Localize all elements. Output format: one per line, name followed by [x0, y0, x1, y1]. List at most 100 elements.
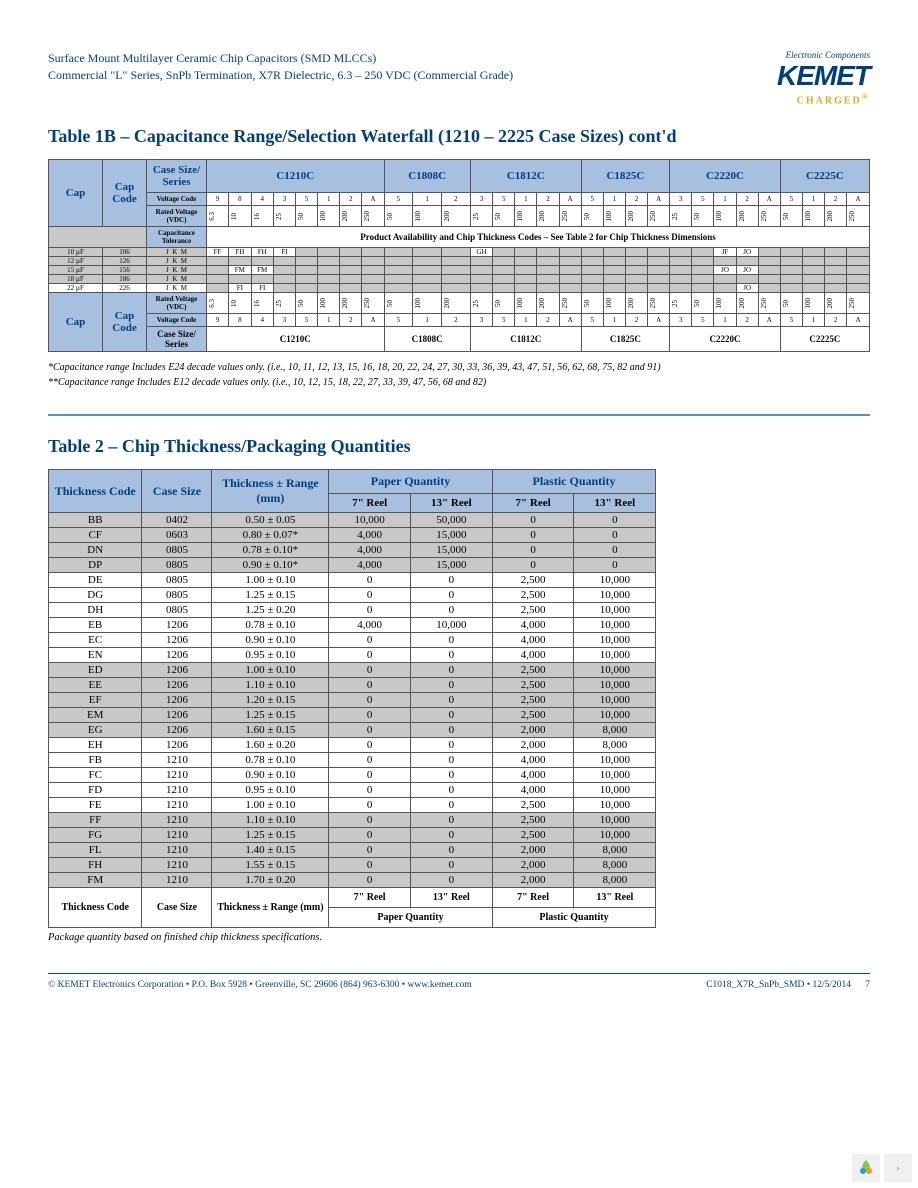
t2-cell: 2,000	[492, 873, 574, 888]
t1b-tol-cell: J K M	[147, 266, 207, 275]
t1b-rv-row: Rated Voltage (VDC) 6.310162550100200250…	[49, 206, 870, 227]
t1b-cell	[318, 248, 340, 257]
t1b-cell: JO	[736, 284, 758, 293]
t2-cell: 0	[329, 678, 411, 693]
t2-h-range: Thickness ± Range (mm)	[212, 470, 329, 513]
t2-cell: 0	[411, 738, 493, 753]
kemet-logo: KEMET	[777, 60, 870, 92]
t2-cell: 2,500	[492, 678, 574, 693]
t1b-vc-row: Voltage Code 9843512A 512 3512A 512A 351…	[49, 193, 870, 206]
widget-next-icon[interactable]: ›	[884, 1154, 912, 1182]
t2-cell: 8,000	[574, 723, 656, 738]
table-1b: Cap Cap Code Case Size/ Series C1210C C1…	[48, 159, 870, 352]
t1b-cell	[825, 257, 847, 266]
footnote2: **Capacitance range Includes E12 decade …	[48, 375, 870, 390]
t2-cell: 1.55 ± 0.15	[212, 858, 329, 873]
t1b-cell	[758, 284, 780, 293]
t1b-cell	[648, 248, 670, 257]
header-line1: Surface Mount Multilayer Ceramic Chip Ca…	[48, 50, 513, 67]
page-footer: © KEMET Electronics Corporation • P.O. B…	[48, 973, 870, 990]
t2-cell: 0	[329, 603, 411, 618]
t1b-cell	[384, 257, 413, 266]
t1b-cell: JO	[714, 266, 736, 275]
t2-cell: 0	[329, 693, 411, 708]
t1b-cell	[625, 284, 647, 293]
table-row: EF12061.20 ± 0.15002,50010,000	[49, 693, 656, 708]
t2-cell: 0	[411, 723, 493, 738]
header-logo-block: Electronic Components KEMET CHARGED®	[777, 50, 870, 106]
t2-cell: 0603	[142, 528, 212, 543]
t2-cell: 1210	[142, 768, 212, 783]
t2-cell: 10,000	[574, 753, 656, 768]
t2-cell: 1206	[142, 723, 212, 738]
t1b-cell	[515, 266, 537, 275]
t1b-cell	[692, 266, 714, 275]
t2-cell: 1206	[142, 633, 212, 648]
t2-cell: 1.25 ± 0.15	[212, 588, 329, 603]
t2-cell: FB	[49, 753, 142, 768]
t1b-cell: FH	[251, 248, 273, 257]
t2-cell: FD	[49, 783, 142, 798]
footer-right: C1018_X7R_SnPb_SMD • 12/5/2014 7	[706, 980, 870, 990]
t1b-cell	[207, 275, 229, 284]
t2-cell: 0	[574, 558, 656, 573]
t2-cell: 0	[411, 828, 493, 843]
t2-cell: DH	[49, 603, 142, 618]
t1b-cell	[340, 248, 362, 257]
t2-cell: 0.90 ± 0.10	[212, 633, 329, 648]
t1b-f2: C1812C	[470, 160, 581, 193]
t1b-cell	[229, 257, 251, 266]
t2-cell: EN	[49, 648, 142, 663]
t1b-cap-cell: 15 µF	[49, 266, 103, 275]
t2-cell: 10,000	[574, 663, 656, 678]
t1b-cell: JF	[714, 248, 736, 257]
t2-cell: 50,000	[411, 513, 493, 528]
t2-cell: 4,000	[492, 633, 574, 648]
t2-cell: 1.10 ± 0.10	[212, 678, 329, 693]
table-row: EE12061.10 ± 0.10002,50010,000	[49, 678, 656, 693]
table-row: FG12101.25 ± 0.15002,50010,000	[49, 828, 656, 843]
t1b-cell	[692, 248, 714, 257]
t1b-cell	[603, 266, 625, 275]
table-row: BB04020.50 ± 0.0510,00050,00000	[49, 513, 656, 528]
t2-cell: 1210	[142, 843, 212, 858]
t2-cell: 2,500	[492, 693, 574, 708]
t2-cell: FL	[49, 843, 142, 858]
t2-h-thickness: Thickness Code	[49, 470, 142, 513]
t1b-cell	[442, 248, 471, 257]
t2-cell: 0805	[142, 543, 212, 558]
widget-logo-icon[interactable]	[852, 1154, 880, 1182]
t1b-f1: C1808C	[384, 160, 470, 193]
t1b-tol-cell: J K M	[147, 284, 207, 293]
t1b-cell	[603, 284, 625, 293]
t1b-cell	[296, 257, 318, 266]
t2-cell: EG	[49, 723, 142, 738]
t1b-cell	[559, 284, 581, 293]
t2-cell: 0	[329, 648, 411, 663]
t2-cell: ED	[49, 663, 142, 678]
t1b-cell	[384, 275, 413, 284]
table-row: FL12101.40 ± 0.15002,0008,000	[49, 843, 656, 858]
t1b-cell	[758, 248, 780, 257]
t1b-cell: FM	[251, 266, 273, 275]
t1b-cell	[229, 275, 251, 284]
t1b-cell	[581, 257, 603, 266]
t1b-cell	[340, 266, 362, 275]
table-row: FB12100.78 ± 0.10004,00010,000	[49, 753, 656, 768]
t1b-tol-cell: J K M	[147, 275, 207, 284]
t2-cell: 1206	[142, 648, 212, 663]
t1b-cell	[692, 257, 714, 266]
t2-cell: 1210	[142, 873, 212, 888]
t2-cell: EC	[49, 633, 142, 648]
t2-cell: 0	[329, 588, 411, 603]
t1b-cell	[413, 248, 442, 257]
t2-cell: 0	[574, 513, 656, 528]
t1b-cell	[318, 266, 340, 275]
t2-cell: 8,000	[574, 873, 656, 888]
t1b-cell	[296, 275, 318, 284]
t1b-cell	[515, 248, 537, 257]
t2-cell: 0	[411, 633, 493, 648]
t1b-cell	[825, 284, 847, 293]
t1b-cell: FI	[229, 284, 251, 293]
t1b-cell	[470, 257, 492, 266]
